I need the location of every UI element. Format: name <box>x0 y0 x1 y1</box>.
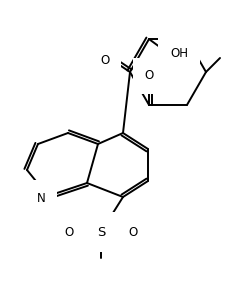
Text: O: O <box>64 225 74 239</box>
Text: O: O <box>144 69 154 82</box>
Text: N: N <box>36 192 46 204</box>
Text: S: S <box>97 225 105 239</box>
Text: OH: OH <box>170 47 188 60</box>
Text: O: O <box>128 225 138 239</box>
Text: O: O <box>100 53 110 67</box>
